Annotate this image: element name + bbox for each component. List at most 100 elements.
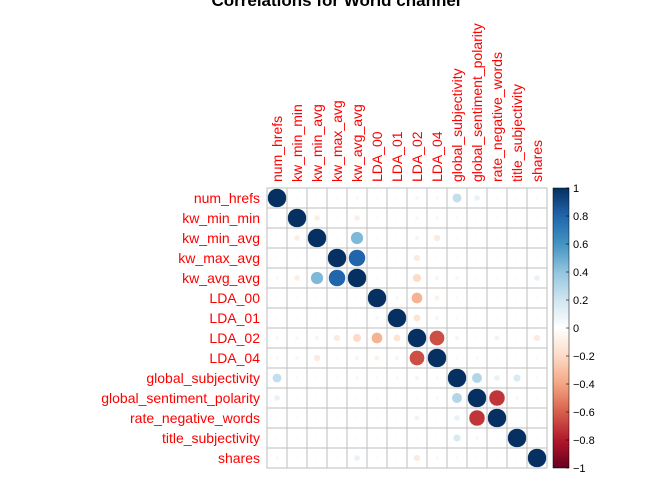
correlation-circle-kw_max_avg-shares [535, 256, 539, 260]
correlation-circle-kw_min_avg-global_subjectivity [455, 236, 459, 240]
colorbar-tick-label: −0.2 [573, 351, 595, 363]
correlation-circle-global_subjectivity-shares [534, 375, 540, 381]
correlation-circle-kw_min_avg-kw_min_min [293, 234, 301, 242]
correlation-circle-global_sentiment_polarity-title_subjectivity [514, 395, 520, 401]
correlation-circle-kw_min_min-LDA_01 [395, 216, 399, 220]
row-label-LDA_02: LDA_02 [209, 330, 260, 346]
correlation-circle-rate_negative_words-shares [535, 416, 539, 420]
correlation-circle-global_subjectivity-kw_max_avg [335, 376, 339, 380]
correlation-circle-num_hrefs-kw_min_min [295, 196, 299, 200]
correlation-circle-global_sentiment_polarity-LDA_02 [415, 396, 419, 400]
correlation-circle-kw_avg_avg-rate_negative_words [495, 276, 499, 280]
correlation-circle-kw_min_avg-LDA_01 [395, 236, 399, 240]
correlation-circle-kw_max_avg-num_hrefs [275, 256, 279, 260]
correlation-circles [267, 188, 547, 468]
colorbar: 1 0.8 0.6 0.4 0.2 0 −0.2 −0.4 −0.6 −0.8 −1 [552, 183, 595, 475]
correlation-circle-shares-kw_max_avg [335, 456, 339, 460]
correlation-circle-LDA_02-title_subjectivity [515, 336, 519, 340]
correlation-circle-kw_avg_avg-kw_avg_avg [347, 268, 367, 288]
row-label-rate_negative_words: rate_negative_words [130, 410, 260, 426]
correlation-circle-shares-LDA_01 [395, 456, 399, 460]
correlation-circle-kw_max_avg-rate_negative_words [495, 256, 499, 260]
correlation-circle-rate_negative_words-kw_avg_avg [355, 416, 359, 420]
correlation-circle-num_hrefs-shares [534, 195, 540, 201]
correlation-circle-shares-kw_min_avg [315, 456, 319, 460]
correlation-circle-global_sentiment_polarity-rate_negative_words [488, 389, 506, 407]
correlation-circle-kw_min_min-LDA_02 [414, 215, 420, 221]
correlation-circle-kw_min_min-global_sentiment_polarity [475, 216, 479, 220]
correlation-circle-LDA_00-LDA_04 [434, 295, 440, 301]
correlation-circle-title_subjectivity-LDA_00 [375, 436, 379, 440]
correlation-circle-title_subjectivity-LDA_01 [395, 436, 399, 440]
correlation-circle-shares-LDA_04 [434, 455, 440, 461]
colorbar-tick-label: 0.6 [573, 239, 588, 251]
correlation-circle-global_subjectivity-title_subjectivity [512, 373, 522, 383]
correlation-circle-LDA_04-LDA_04 [427, 348, 447, 368]
colorbar-tick-label: −0.8 [573, 435, 595, 447]
correlation-circle-LDA_02-kw_min_min [294, 335, 300, 341]
colorbar-tick-label: 1 [573, 183, 579, 195]
correlation-circle-LDA_02-global_subjectivity [454, 335, 460, 341]
colorbar-tick-label: 0.8 [573, 211, 588, 223]
correlation-circle-kw_avg_avg-title_subjectivity [515, 276, 519, 280]
correlation-circle-shares-LDA_02 [413, 454, 421, 462]
correlation-circle-LDA_01-kw_avg_avg [355, 316, 359, 320]
column-label-LDA_02: LDA_02 [409, 131, 425, 182]
correlation-circle-title_subjectivity-kw_avg_avg [355, 436, 359, 440]
correlation-circle-kw_min_avg-kw_min_avg [307, 228, 327, 248]
correlation-circle-LDA_01-rate_negative_words [495, 316, 499, 320]
correlation-circle-kw_max_avg-global_sentiment_polarity [475, 256, 479, 260]
correlation-circle-kw_max_avg-kw_max_avg [327, 248, 347, 268]
row-label-global_sentiment_polarity: global_sentiment_polarity [101, 390, 260, 406]
correlation-circle-kw_min_avg-LDA_04 [433, 234, 441, 242]
column-label-kw_avg_avg: kw_avg_avg [349, 104, 365, 182]
correlation-circle-LDA_02-global_sentiment_polarity [475, 336, 479, 340]
row-label-shares: shares [218, 450, 260, 466]
correlation-circle-LDA_02-kw_avg_avg [352, 333, 362, 343]
correlation-circle-shares-kw_min_min [295, 456, 299, 460]
correlation-circle-title_subjectivity-kw_max_avg [335, 436, 339, 440]
correlation-circle-kw_avg_avg-global_sentiment_polarity [475, 276, 479, 280]
correlation-circle-kw_min_avg-kw_max_avg [335, 236, 339, 240]
correlation-circle-LDA_02-LDA_04 [429, 330, 445, 346]
correlation-circle-kw_avg_avg-kw_min_avg [310, 271, 324, 285]
correlation-circle-num_hrefs-kw_min_avg [315, 196, 319, 200]
correlation-circle-LDA_00-kw_min_avg [315, 296, 319, 300]
correlation-circle-kw_min_avg-num_hrefs [275, 236, 279, 240]
correlation-circle-kw_min_avg-global_sentiment_polarity [475, 236, 479, 240]
correlation-circle-global_sentiment_polarity-shares [535, 396, 539, 400]
correlation-circle-global_sentiment_polarity-kw_min_avg [315, 396, 319, 400]
correlation-circle-num_hrefs-kw_avg_avg [354, 195, 360, 201]
column-label-LDA_04: LDA_04 [429, 131, 445, 182]
correlation-circle-kw_min_min-shares [535, 216, 539, 220]
correlation-circle-kw_max_avg-LDA_00 [375, 256, 379, 260]
correlation-circle-LDA_02-num_hrefs [274, 335, 280, 341]
correlation-circle-global_sentiment_polarity-LDA_00 [375, 396, 379, 400]
correlation-circle-global_subjectivity-kw_avg_avg [354, 375, 360, 381]
column-label-LDA_01: LDA_01 [389, 131, 405, 182]
correlation-circle-num_hrefs-LDA_01 [395, 196, 399, 200]
correlation-circle-kw_avg_avg-num_hrefs [274, 275, 280, 281]
column-label-num_hrefs: num_hrefs [269, 116, 285, 182]
correlation-circle-kw_min_min-LDA_00 [375, 216, 379, 220]
correlation-circle-LDA_00-global_subjectivity [454, 295, 460, 301]
correlation-circle-LDA_01-global_subjectivity [454, 315, 460, 321]
correlation-circle-LDA_00-kw_min_min [295, 296, 299, 300]
correlation-circle-rate_negative_words-title_subjectivity [515, 416, 519, 420]
correlation-circle-LDA_01-LDA_01 [387, 308, 407, 328]
correlation-circle-kw_max_avg-LDA_04 [435, 256, 439, 260]
correlation-circle-rate_negative_words-LDA_00 [375, 416, 379, 420]
correlation-circle-global_sentiment_polarity-global_subjectivity [451, 392, 463, 404]
correlation-circle-num_hrefs-rate_negative_words [495, 196, 499, 200]
correlation-circle-LDA_02-LDA_01 [393, 334, 401, 342]
column-label-global_subjectivity: global_subjectivity [449, 68, 465, 182]
correlation-circle-title_subjectivity-rate_negative_words [495, 436, 499, 440]
correlation-circle-title_subjectivity-title_subjectivity [507, 428, 527, 448]
row-label-kw_avg_avg: kw_avg_avg [182, 270, 260, 286]
colorbar-tick-label: −0.6 [573, 407, 595, 419]
correlation-circle-LDA_04-title_subjectivity [515, 356, 519, 360]
correlation-circle-LDA_01-global_sentiment_polarity [475, 316, 479, 320]
row-label-LDA_00: LDA_00 [209, 290, 260, 306]
correlation-circle-LDA_00-LDA_01 [394, 295, 400, 301]
colorbar-tick-label: −0.4 [573, 379, 595, 391]
